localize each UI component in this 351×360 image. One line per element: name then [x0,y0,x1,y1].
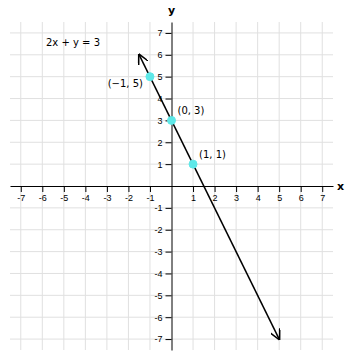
y-tick-mark [166,273,172,274]
x-tick-mark [107,186,108,192]
x-tick-label: -7 [17,193,25,203]
x-tick-mark [64,186,65,192]
x-tick: -1 [146,186,154,203]
y-tick-mark [166,317,172,318]
chart: -7-6-5-4-3-2-11234567-7-6-5-4-3-2-112345… [0,0,351,360]
y-tick-mark [166,208,172,209]
point [146,73,154,81]
x-tick-label: -4 [82,193,90,203]
x-tick-mark [279,186,280,192]
point [189,160,197,168]
x-tick-label: -2 [125,193,133,203]
x-tick-mark [85,186,86,192]
y-tick-label: 1 [157,160,162,170]
point-label: (0, 3) [178,105,205,116]
y-tick-label: -6 [154,313,162,323]
y-tick-label: 7 [157,28,162,38]
y-tick-label: 3 [157,116,162,126]
point [168,116,176,124]
x-tick-label: 3 [234,193,239,203]
x-tick: 5 [277,186,282,203]
y-tick-label: -1 [154,203,162,213]
x-tick-label: 6 [299,193,304,203]
y-tick-label: -4 [154,269,162,279]
x-tick-label: -6 [39,193,47,203]
x-tick-mark [128,186,129,192]
y-axis: -7-6-5-4-3-2-11234567 [154,23,172,351]
grid [10,22,333,350]
x-tick: -2 [125,186,133,203]
y-axis-line [172,23,173,351]
y-tick-mark [166,339,172,340]
y-tick: 6 [157,50,171,60]
y-tick-mark [166,77,172,78]
x-tick: -7 [17,186,25,203]
x-tick-label: 1 [191,193,196,203]
y-tick-mark [166,33,172,34]
x-tick-mark [21,186,22,192]
x-tick-label: -3 [103,193,111,203]
y-tick-label: -2 [154,225,162,235]
x-tick-label: 7 [320,193,325,203]
x-tick: 1 [191,186,196,203]
x-tick-mark [236,186,237,192]
y-tick: -6 [154,313,171,323]
x-tick-label: 2 [213,193,218,203]
x-tick-label: 4 [256,193,261,203]
y-tick-mark [166,295,172,296]
annotation: 2x + y = 3 [46,37,100,48]
x-tick-mark [301,186,302,192]
plot: -7-6-5-4-3-2-11234567-7-6-5-4-3-2-112345… [10,4,344,351]
y-tick-mark [166,164,172,165]
y-tick-mark [166,99,172,100]
y-tick-mark [166,142,172,143]
x-tick: -6 [39,186,47,203]
x-tick: 2 [213,186,218,203]
line [139,55,279,339]
y-tick: -1 [154,203,171,213]
labels: (−1, 5) (0, 3) (1, 1) 2x + y = 3 [46,37,226,160]
y-axis-title: y [168,4,175,17]
y-tick: 1 [157,160,171,170]
x-tick: -5 [60,186,68,203]
y-tick: -5 [154,291,171,301]
x-tick: 6 [299,186,304,203]
point-label: (1, 1) [199,149,226,160]
y-tick-mark [166,230,172,231]
y-tick-label: -3 [154,247,162,257]
x-tick-label: -5 [60,193,68,203]
y-tick: -3 [154,247,171,257]
y-tick: 7 [157,28,171,38]
y-tick: -4 [154,269,171,279]
x-tick-mark [193,186,194,192]
y-tick-mark [166,55,172,56]
x-tick-mark [150,186,151,192]
y-tick-mark [166,252,172,253]
marks [139,55,279,339]
point-label: (−1, 5) [108,78,143,89]
x-tick: 3 [234,186,239,203]
y-tick: 5 [157,72,171,82]
y-tick: -2 [154,225,171,235]
x-tick: -3 [103,186,111,203]
x-tick-mark [258,186,259,192]
y-tick-label: 2 [157,138,162,148]
x-tick-mark [322,186,323,192]
y-tick-label: -5 [154,291,162,301]
x-tick-mark [215,186,216,192]
y-tick: -7 [154,334,171,344]
y-tick: 2 [157,138,171,148]
y-tick-label: 5 [157,72,162,82]
y-tick-label: -7 [154,334,162,344]
x-tick-label: -1 [146,193,154,203]
x-tick-label: 5 [277,193,282,203]
x-tick: -4 [82,186,90,203]
x-tick: 4 [256,186,261,203]
x-tick-mark [42,186,43,192]
x-axis-title: x [337,180,344,193]
x-tick: 7 [320,186,325,203]
y-tick-label: 6 [157,50,162,60]
